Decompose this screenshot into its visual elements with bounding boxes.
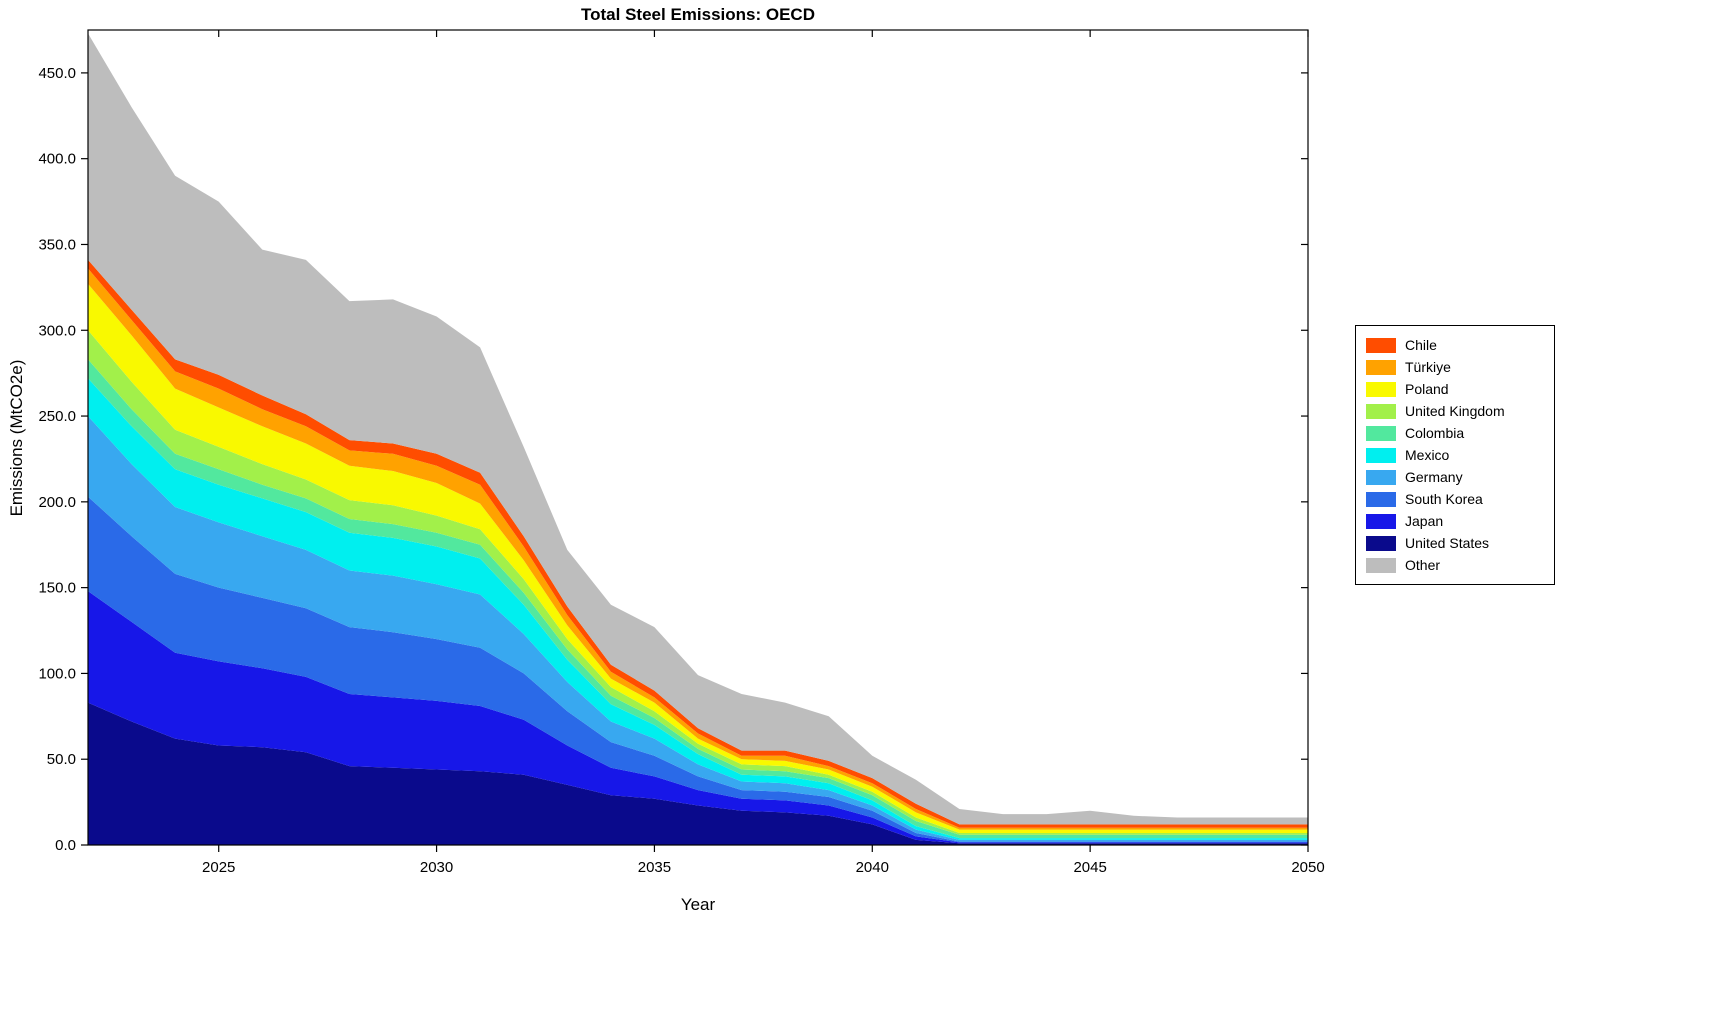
x-axis-label: Year [681,895,716,914]
legend-item: South Korea [1366,488,1544,510]
stacked-areas [88,33,1308,845]
x-tick-label: 2045 [1073,859,1106,876]
y-tick-label: 200.0 [38,494,76,511]
legend-item: Colombia [1366,422,1544,444]
legend-swatch [1366,469,1396,485]
legend-swatch [1366,557,1396,573]
chart-title: Total Steel Emissions: OECD [581,5,815,24]
legend-swatch [1366,359,1396,375]
y-tick-label: 250.0 [38,408,76,425]
y-tick-label: 50.0 [47,751,76,768]
y-tick-label: 100.0 [38,665,76,682]
y-tick-label: 400.0 [38,151,76,168]
legend-item: Poland [1366,378,1544,400]
legend-swatch [1366,425,1396,441]
legend: Chile Türkiye Poland United Kingdom Colombia… [1355,325,1555,585]
legend-item: Japan [1366,510,1544,532]
legend-label: Colombia [1405,425,1465,441]
y-axis-label: Emissions (MtCO2e) [7,360,26,517]
y-tick-label: 350.0 [38,236,76,253]
area-south-korea [88,496,1308,843]
legend-swatch [1366,403,1396,419]
legend-label: Mexico [1405,447,1450,463]
legend-item: Germany [1366,466,1544,488]
legend-swatch [1366,535,1396,551]
legend-label: Other [1405,557,1441,573]
y-tick-label: 0.0 [55,837,76,854]
x-tick-label: 2040 [856,859,889,876]
x-tick-label: 2025 [202,859,235,876]
area-united-states [88,702,1308,845]
legend-label: United Kingdom [1405,403,1505,419]
y-tick-label: 150.0 [38,580,76,597]
legend-item: United States [1366,532,1544,554]
legend-item: Türkiye [1366,356,1544,378]
area-japan [88,591,1308,844]
area-other [88,33,1308,825]
legend-item: Other [1366,554,1544,576]
legend-label: Türkiye [1405,359,1451,375]
x-tick-label: 2035 [638,859,671,876]
legend-swatch [1366,381,1396,397]
legend-item: United Kingdom [1366,400,1544,422]
legend-label: Germany [1405,469,1463,485]
legend-swatch [1366,513,1396,529]
x-tick-label: 2050 [1291,859,1324,876]
legend-label: South Korea [1405,491,1483,507]
legend-swatch [1366,337,1396,353]
plot-border [87,29,1309,846]
y-tick-label: 450.0 [38,65,76,82]
y-tick-label: 300.0 [38,322,76,339]
legend-item: Chile [1366,334,1544,356]
legend-label: Poland [1405,381,1449,397]
legend-label: United States [1405,535,1490,551]
legend-label: Chile [1405,337,1437,353]
legend-item: Mexico [1366,444,1544,466]
legend-label: Japan [1405,513,1444,529]
legend-swatch [1366,447,1396,463]
legend-swatch [1366,491,1396,507]
axes: 2025 2030 2035 2040 2045 2050 0.0 50.0 100.0 150.… [38,29,1325,876]
x-tick-label: 2030 [420,859,453,876]
